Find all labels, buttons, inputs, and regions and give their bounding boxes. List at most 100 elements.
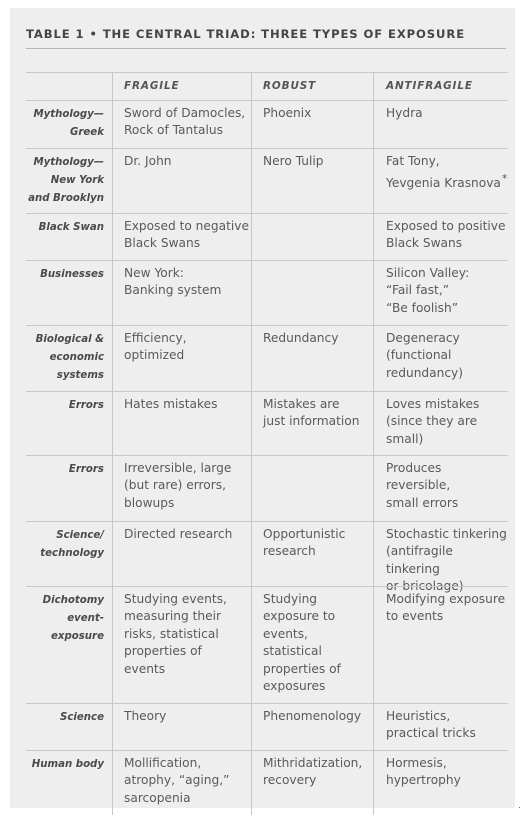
- row-label-line: event-: [67, 613, 104, 624]
- antifragile-cell-line: Modifying exposure: [386, 592, 506, 606]
- robust-cell-line: Mithridatization,: [263, 756, 363, 770]
- fragile-cell: Dr. John: [112, 149, 251, 213]
- robust-cell: Mistakes are just information: [251, 392, 373, 455]
- robust-cell: Mithridatization, recovery: [251, 751, 373, 815]
- fragile-cell-line: sarcopenia: [124, 790, 191, 805]
- row-label: Errors: [26, 456, 112, 521]
- fragile-cell-line: Banking system: [124, 283, 222, 298]
- antifragile-cell-line: Fat Tony,: [386, 154, 440, 168]
- table-row: Science Theory Phenomenology Heuristics, pra…: [26, 703, 508, 750]
- antifragile-cell-line: Produces reversible,: [386, 461, 451, 493]
- fragile-cell-line: Mollification,: [124, 756, 202, 770]
- robust-cell-line: recovery: [263, 773, 317, 788]
- antifragile-cell-line: Stochastic tinkering: [386, 527, 507, 541]
- footnote-asterisk: *: [501, 172, 508, 186]
- table-row: Biological & economic systems Efficiency, op…: [26, 325, 508, 391]
- robust-cell: Phenomenology: [251, 704, 373, 750]
- table-row: Mythology— Greek Sword of Damocles, Rock of…: [26, 100, 508, 148]
- row-label-line: Errors: [68, 400, 104, 411]
- row-label-line: Human body: [31, 759, 104, 770]
- row-label-line: Dichotomy: [42, 595, 104, 606]
- table-row: Black Swan Exposed to negative Black Swans…: [26, 213, 508, 260]
- triad-table: FRAGILE ROBUST ANTIFRAGILE Mythology— Gre…: [26, 72, 508, 815]
- antifragile-cell: Modifying exposure to events: [373, 587, 508, 703]
- fragile-cell: Exposed to negative Black Swans: [112, 214, 251, 260]
- header-robust: ROBUST: [251, 73, 373, 100]
- table-row: Dichotomy event-exposure Studying events, m…: [26, 586, 508, 703]
- fragile-cell-line: New York:: [124, 266, 184, 280]
- antifragile-cell-line: small errors: [386, 495, 459, 510]
- antifragile-cell-line: Exposed to positive: [386, 219, 506, 233]
- table-title: TABLE 1 • THE CENTRAL TRIAD: THREE TYPES…: [26, 27, 466, 41]
- table-row: Businesses New York: Banking system Silicon…: [26, 260, 508, 325]
- table-row: Mythology— New York and Brooklyn Dr. John Ne…: [26, 148, 508, 213]
- antifragile-cell-line: Degeneracy: [386, 331, 460, 345]
- antifragile-cell: Fat Tony, Yevgenia Krasnova*: [373, 149, 508, 213]
- row-label-line: Science: [60, 712, 104, 723]
- fragile-cell-line: optimized: [124, 348, 185, 363]
- fragile-cell-line: Directed research: [124, 527, 233, 541]
- row-label-line: Biological &: [35, 334, 104, 345]
- robust-cell-line: just information: [263, 414, 360, 429]
- row-label: Businesses: [26, 261, 112, 325]
- robust-cell: Studying exposure to events, statistical pro…: [251, 587, 373, 703]
- robust-cell: [251, 261, 373, 325]
- fragile-cell-line: Black Swans: [124, 236, 201, 251]
- header-fragile: FRAGILE: [112, 73, 251, 100]
- antifragile-cell-line: Black Swans: [386, 236, 463, 251]
- fragile-cell: Efficiency, optimized: [112, 326, 251, 391]
- robust-cell-line: Phenomenology: [263, 709, 362, 723]
- row-label-line: and Brooklyn: [28, 193, 104, 204]
- robust-cell-line: Opportunistic: [263, 527, 346, 541]
- row-label-line: Greek: [70, 127, 104, 138]
- fragile-cell: Mollification, atrophy, “aging,” sarcopeni…: [112, 751, 251, 815]
- robust-cell-line: exposures: [263, 679, 326, 694]
- row-label-line: Businesses: [40, 269, 104, 280]
- antifragile-cell-line: Loves mistakes: [386, 397, 480, 411]
- fragile-cell-line: risks, statistical: [124, 626, 219, 641]
- fragile-cell: Studying events, measuring their risks, st…: [112, 587, 251, 703]
- table-header-row: FRAGILE ROBUST ANTIFRAGILE: [26, 72, 508, 100]
- robust-cell-line: events,: [263, 626, 308, 641]
- antifragile-cell-line: redundancy): [386, 365, 464, 380]
- fragile-cell: Theory: [112, 704, 251, 750]
- antifragile-cell-line: Yevgenia Krasnova*: [386, 172, 508, 191]
- robust-cell: Nero Tulip: [251, 149, 373, 213]
- table-body: Mythology— Greek Sword of Damocles, Rock of…: [26, 100, 508, 815]
- robust-cell: [251, 214, 373, 260]
- fragile-cell: Sword of Damocles, Rock of Tantalus: [112, 101, 251, 148]
- row-label-line: Mythology—: [33, 109, 104, 120]
- fragile-cell: Irreversible, large (but rare) errors, blo…: [112, 456, 251, 521]
- row-label: Human body: [26, 751, 112, 815]
- fragile-cell-line: Dr. John: [124, 154, 172, 168]
- row-label: Black Swan: [26, 214, 112, 260]
- antifragile-cell-line: Heuristics,: [386, 709, 451, 723]
- row-label-line: Mythology—: [33, 157, 104, 168]
- antifragile-cell-line: practical tricks: [386, 726, 476, 741]
- antifragile-cell-line: Hydra: [386, 106, 423, 120]
- robust-cell-line: properties of: [263, 661, 341, 676]
- antifragile-cell-line: Hormesis,: [386, 756, 447, 770]
- fragile-cell-line: Sword of Damocles,: [124, 106, 246, 120]
- antifragile-cell-line: to events: [386, 609, 444, 624]
- row-label-line: technology: [40, 548, 104, 559]
- row-label-line: New York: [50, 175, 104, 186]
- antifragile-cell-line: small): [386, 431, 424, 446]
- robust-cell-line: Nero Tulip: [263, 154, 324, 168]
- robust-cell-line: research: [263, 544, 316, 559]
- row-label: Mythology— New York and Brooklyn: [26, 149, 112, 213]
- fragile-cell: Directed research: [112, 522, 251, 586]
- antifragile-cell: Heuristics, practical tricks: [373, 704, 508, 750]
- row-label: Science/technology: [26, 522, 112, 586]
- header-blank: [26, 73, 112, 100]
- page-mark: [519, 807, 520, 808]
- antifragile-cell-line: (antifragile tinkering: [386, 544, 453, 576]
- antifragile-cell: Stochastic tinkering (antifragile tinkeri…: [373, 522, 508, 593]
- antifragile-cell: Loves mistakes (since they are small): [373, 392, 508, 455]
- antifragile-cell-line: “Be foolish”: [386, 300, 459, 315]
- fragile-cell-line: Theory: [124, 709, 167, 723]
- fragile-cell-line: Irreversible, large: [124, 461, 232, 475]
- fragile-cell-line: events: [124, 661, 166, 676]
- robust-cell-line: Mistakes are: [263, 397, 340, 411]
- antifragile-cell: Hydra: [373, 101, 508, 148]
